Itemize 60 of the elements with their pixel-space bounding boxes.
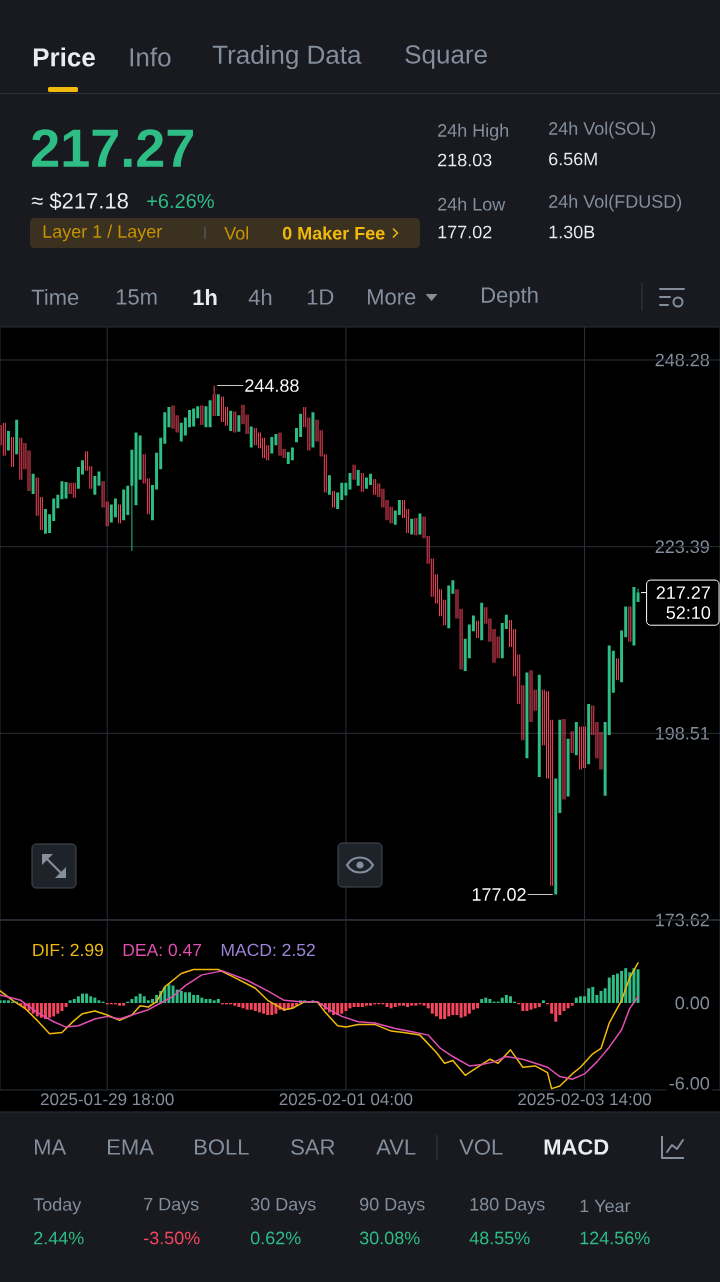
text: Layer 1 / Layer xyxy=(43,224,162,242)
annotation: MACD: 2.52 xyxy=(221,943,315,957)
text: 218.03 xyxy=(438,153,492,167)
y-tick-label: 223.39 xyxy=(655,540,709,554)
text: 90 Days xyxy=(360,1197,425,1215)
text: AVL xyxy=(376,1139,416,1155)
text: 124.56% xyxy=(580,1231,650,1245)
text: Square xyxy=(405,45,487,69)
text: 0.62% xyxy=(250,1231,301,1245)
text: 177.02 xyxy=(438,225,492,239)
text: 24h Low xyxy=(438,197,506,211)
text: Today xyxy=(33,1197,82,1215)
text: ≈ $217.18 xyxy=(31,192,128,210)
text: 1h xyxy=(193,289,217,305)
text: Depth xyxy=(482,286,538,308)
annotation: 244.88 xyxy=(245,379,299,392)
text: 217.27 xyxy=(32,129,193,167)
text: 1D xyxy=(307,289,334,305)
y-tick-label: 248.28 xyxy=(655,353,710,367)
text: 180 Days xyxy=(470,1197,545,1215)
text: 24h Vol(SOL) xyxy=(549,121,656,139)
text: BOLL xyxy=(195,1139,249,1155)
series-label: DEA: 0.47 xyxy=(123,943,202,957)
y-tick-label: 173.62 xyxy=(656,913,709,927)
text: 15m xyxy=(116,289,157,305)
text: 30 Days xyxy=(250,1197,316,1215)
annotation: 52:10 xyxy=(666,606,711,620)
text: Vol xyxy=(224,226,249,240)
x-tick-label: 2025-01-29 18:00 xyxy=(40,1093,174,1106)
text: Price xyxy=(33,47,95,67)
y-tick-label: 198.51 xyxy=(656,726,709,740)
text: -3.50% xyxy=(143,1231,200,1245)
y-tick-label: 0.00 xyxy=(675,996,710,1010)
text: 1 Year xyxy=(580,1199,631,1213)
text: 7 Days xyxy=(144,1197,199,1215)
text: 0 Maker Fee xyxy=(282,226,385,240)
text: SAR xyxy=(291,1139,335,1155)
text: Time xyxy=(31,288,79,306)
text: Trading Data xyxy=(212,44,362,70)
text: 48.55% xyxy=(469,1231,530,1245)
annotation: 217.27 xyxy=(656,586,710,599)
text: 30.08% xyxy=(359,1231,420,1245)
text: EMA xyxy=(108,1139,154,1155)
text: 1.30B xyxy=(549,225,595,239)
text: MA xyxy=(35,1139,67,1155)
annotation: 177.02 xyxy=(472,888,526,901)
text: 6.56M xyxy=(549,152,597,166)
text: 24h High xyxy=(438,123,509,141)
text: Info xyxy=(130,47,171,67)
text: +6.26% xyxy=(147,193,214,209)
text: 4h xyxy=(248,289,272,305)
text: 2.44% xyxy=(34,1231,84,1245)
text: MACD xyxy=(544,1139,609,1155)
x-tick-label: 2025-02-01 04:00 xyxy=(279,1093,413,1106)
text: VOL xyxy=(459,1139,503,1155)
y-tick-label: -6.00 xyxy=(669,1076,710,1090)
text: DIF: 2.99 xyxy=(33,943,104,957)
text: 24h Vol(FDUSD) xyxy=(549,194,682,212)
text: More xyxy=(368,289,416,305)
x-tick-label: 2025-02-03 14:00 xyxy=(518,1093,651,1106)
